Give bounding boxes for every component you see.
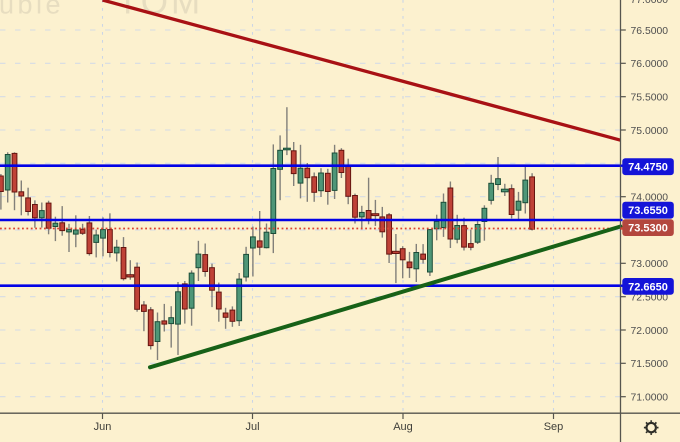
svg-text:73.5300: 73.5300: [628, 223, 668, 235]
svg-text:72.6650: 72.6650: [628, 281, 668, 293]
svg-text:74.0000: 74.0000: [631, 193, 669, 204]
svg-text:TOM: TOM: [117, 0, 203, 21]
svg-text:76.0000: 76.0000: [631, 59, 669, 70]
svg-text:73.0000: 73.0000: [631, 259, 669, 270]
svg-text:Sep: Sep: [544, 421, 564, 433]
svg-text:Aug: Aug: [393, 421, 413, 433]
svg-text:72.5000: 72.5000: [631, 293, 669, 304]
svg-text:71.5000: 71.5000: [631, 359, 669, 370]
svg-text:74.4750: 74.4750: [628, 162, 668, 174]
svg-text:75.5000: 75.5000: [631, 93, 669, 104]
svg-text:75.0000: 75.0000: [631, 126, 669, 137]
svg-text:Jul: Jul: [245, 421, 259, 433]
svg-text:73.6550: 73.6550: [628, 205, 668, 217]
svg-text:72.0000: 72.0000: [631, 326, 669, 337]
svg-text:71.0000: 71.0000: [631, 393, 669, 404]
svg-text:76.5000: 76.5000: [631, 26, 669, 37]
svg-text:uble: uble: [0, 0, 64, 20]
svg-text:77.0000: 77.0000: [631, 0, 669, 6]
svg-text:Jun: Jun: [94, 421, 112, 433]
